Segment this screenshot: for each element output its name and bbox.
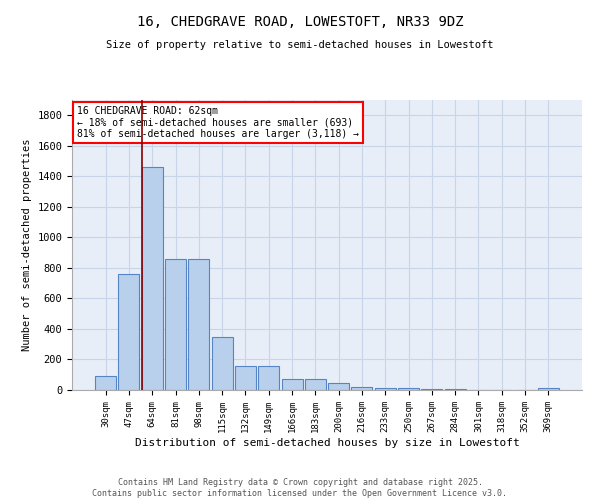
Bar [538, 388, 559, 390]
Bar [212, 336, 233, 390]
Bar [445, 389, 466, 390]
Text: Contains HM Land Registry data © Crown copyright and database right 2025.
Contai: Contains HM Land Registry data © Crown c… [92, 478, 508, 498]
Bar [95, 376, 116, 390]
Bar [421, 389, 442, 390]
Bar [235, 366, 256, 390]
Bar [375, 388, 396, 390]
Bar [352, 387, 373, 390]
Bar [281, 378, 302, 390]
Bar [305, 378, 326, 390]
X-axis label: Distribution of semi-detached houses by size in Lowestoft: Distribution of semi-detached houses by … [134, 438, 520, 448]
Bar [258, 366, 279, 390]
Text: 16, CHEDGRAVE ROAD, LOWESTOFT, NR33 9DZ: 16, CHEDGRAVE ROAD, LOWESTOFT, NR33 9DZ [137, 15, 463, 29]
Bar [398, 388, 419, 390]
Bar [165, 258, 186, 390]
Y-axis label: Number of semi-detached properties: Number of semi-detached properties [22, 138, 32, 352]
Text: 16 CHEDGRAVE ROAD: 62sqm
← 18% of semi-detached houses are smaller (693)
81% of : 16 CHEDGRAVE ROAD: 62sqm ← 18% of semi-d… [77, 106, 359, 139]
Bar [188, 258, 209, 390]
Text: Size of property relative to semi-detached houses in Lowestoft: Size of property relative to semi-detach… [106, 40, 494, 50]
Bar [118, 274, 139, 390]
Bar [142, 167, 163, 390]
Bar [328, 383, 349, 390]
